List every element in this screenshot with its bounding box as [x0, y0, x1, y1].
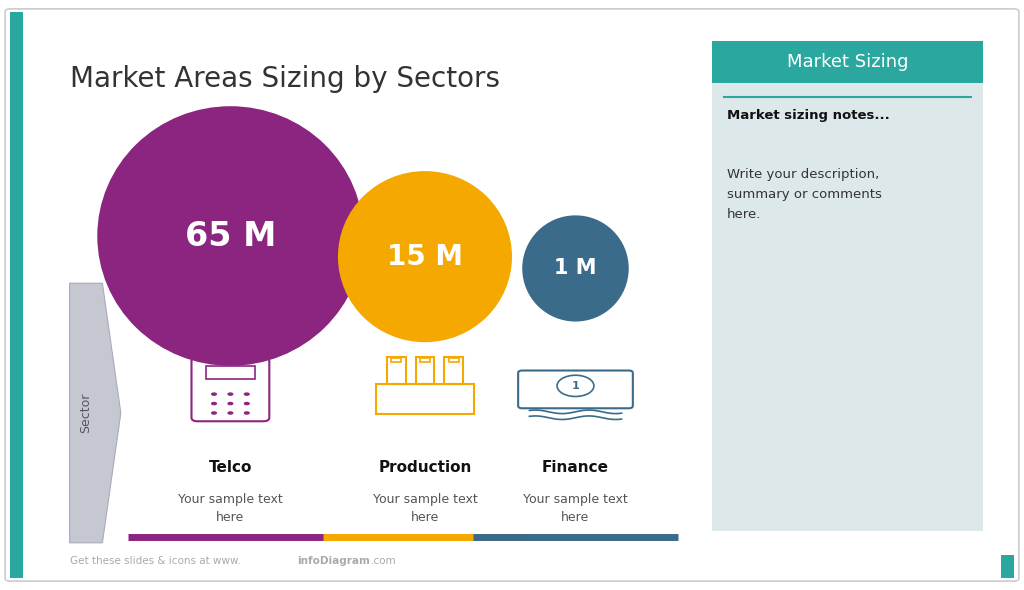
Bar — [387, 357, 406, 384]
Circle shape — [211, 411, 217, 415]
Circle shape — [227, 402, 233, 405]
Text: Finance: Finance — [542, 460, 609, 475]
Text: Telco: Telco — [209, 460, 252, 475]
Text: Market sizing notes...: Market sizing notes... — [727, 109, 890, 122]
Text: Your sample text
here: Your sample text here — [373, 493, 477, 524]
Bar — [712, 41, 983, 531]
Text: Market Sizing: Market Sizing — [786, 53, 908, 71]
Bar — [10, 12, 23, 578]
FancyBboxPatch shape — [5, 9, 1019, 581]
Text: Your sample text
here: Your sample text here — [523, 493, 628, 524]
Text: Market Areas Sizing by Sectors: Market Areas Sizing by Sectors — [70, 65, 500, 93]
Bar — [416, 357, 434, 384]
Text: 1 M: 1 M — [554, 258, 597, 278]
Text: 1: 1 — [571, 381, 580, 391]
Bar — [444, 357, 463, 384]
Text: Production: Production — [378, 460, 472, 475]
Circle shape — [227, 411, 233, 415]
Ellipse shape — [522, 215, 629, 322]
Polygon shape — [70, 283, 121, 543]
Text: Sector: Sector — [80, 393, 92, 433]
Circle shape — [211, 392, 217, 396]
Text: Write your description,
summary or comments
here.: Write your description, summary or comme… — [727, 168, 882, 221]
Bar — [206, 366, 255, 379]
Ellipse shape — [338, 171, 512, 342]
Text: .com: .com — [371, 556, 396, 566]
Bar — [712, 41, 983, 83]
Text: 65 M: 65 M — [184, 219, 276, 253]
Circle shape — [211, 402, 217, 405]
Circle shape — [227, 392, 233, 396]
Ellipse shape — [97, 106, 364, 366]
Text: Get these slides & icons at www.: Get these slides & icons at www. — [70, 556, 241, 566]
Bar — [449, 358, 459, 362]
Bar — [1001, 555, 1014, 578]
Bar — [420, 358, 430, 362]
Circle shape — [244, 402, 250, 405]
Circle shape — [244, 392, 250, 396]
Text: infoDiagram: infoDiagram — [297, 556, 370, 566]
Text: 15 M: 15 M — [387, 242, 463, 271]
Bar — [391, 358, 401, 362]
Text: Your sample text
here: Your sample text here — [178, 493, 283, 524]
Circle shape — [244, 411, 250, 415]
